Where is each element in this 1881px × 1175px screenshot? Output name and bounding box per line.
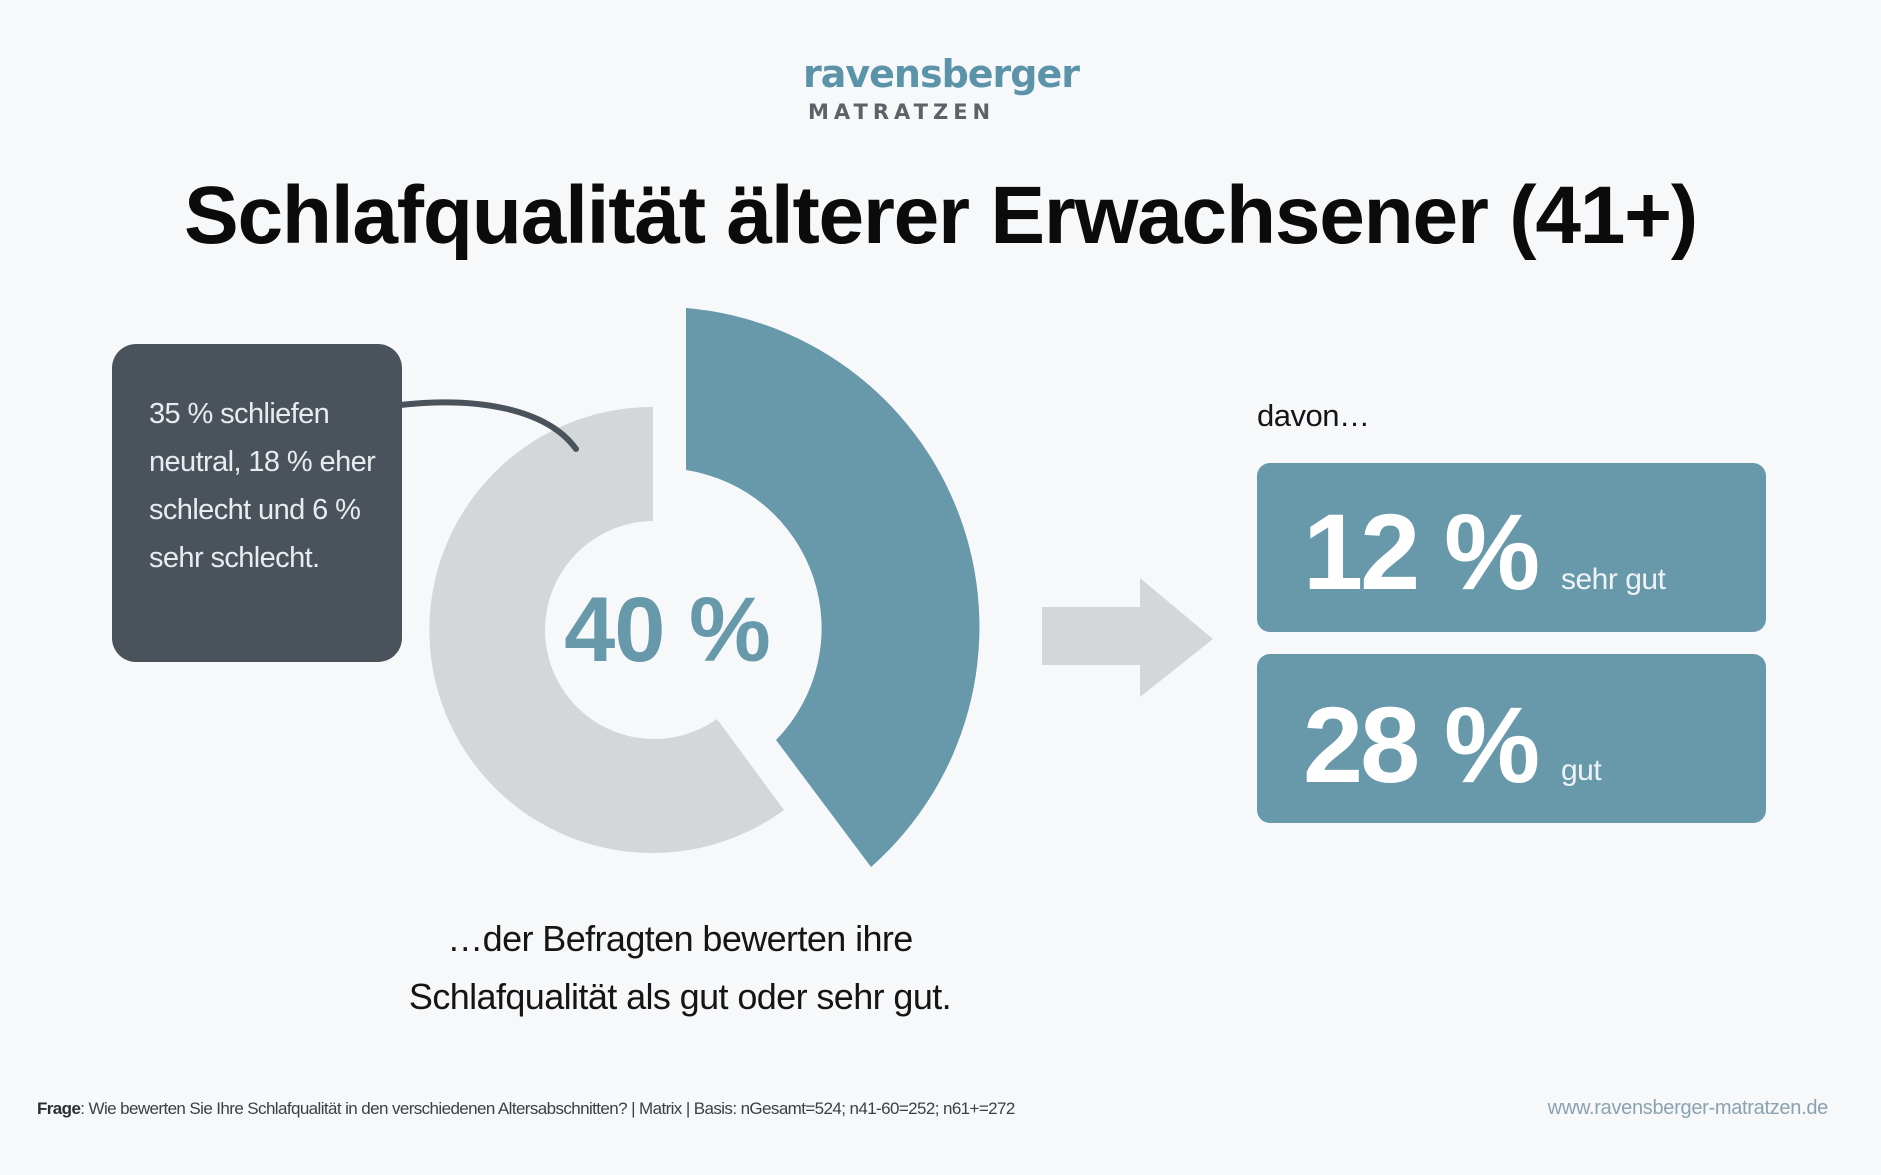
breakdown-intro: davon…: [1257, 398, 1370, 433]
brand-logo-wordmark: ravensberger: [802, 52, 1080, 96]
chart-caption: …der Befragten bewerten ihre Schlafquali…: [300, 910, 1060, 1026]
footer-website-link[interactable]: www.ravensberger-matratzen.de: [1547, 1097, 1829, 1119]
footer-question-text: : Wie bewerten Sie Ihre Schlafqualität i…: [80, 1099, 1015, 1118]
donut-segment-good: [686, 308, 980, 867]
chart-title: Schlafqualität älterer Erwachsener (41+): [184, 170, 1698, 261]
donut-segment-rest: [429, 406, 784, 853]
callout-text: 35 % schliefen neutral, 18 % eher schlec…: [149, 398, 376, 574]
donut-center-value: 40 %: [564, 579, 771, 681]
footer-source-note: Frage: Wie bewerten Sie Ihre Schlafquali…: [37, 1098, 1015, 1120]
footer-question-label: Frage: [37, 1099, 81, 1118]
stat-label: sehr gut: [1561, 563, 1666, 596]
stat-box-sehr-gut: 12 % sehr gut: [1257, 463, 1766, 632]
callout-box: 35 % schliefen neutral, 18 % eher schlec…: [112, 344, 402, 662]
caption-line-1: …der Befragten bewerten ihre: [447, 918, 913, 959]
callout-connector: [397, 399, 579, 452]
brand-logo-subtitle: MATRATZEN: [808, 100, 996, 124]
stat-value: 28 %: [1303, 684, 1540, 805]
caption-line-2: Schlafqualität als gut oder sehr gut.: [408, 976, 952, 1017]
stat-label: gut: [1561, 754, 1602, 787]
stat-box-gut: 28 % gut: [1257, 654, 1766, 823]
stat-value: 12 %: [1303, 491, 1540, 612]
arrow-right-icon: [1042, 578, 1213, 697]
